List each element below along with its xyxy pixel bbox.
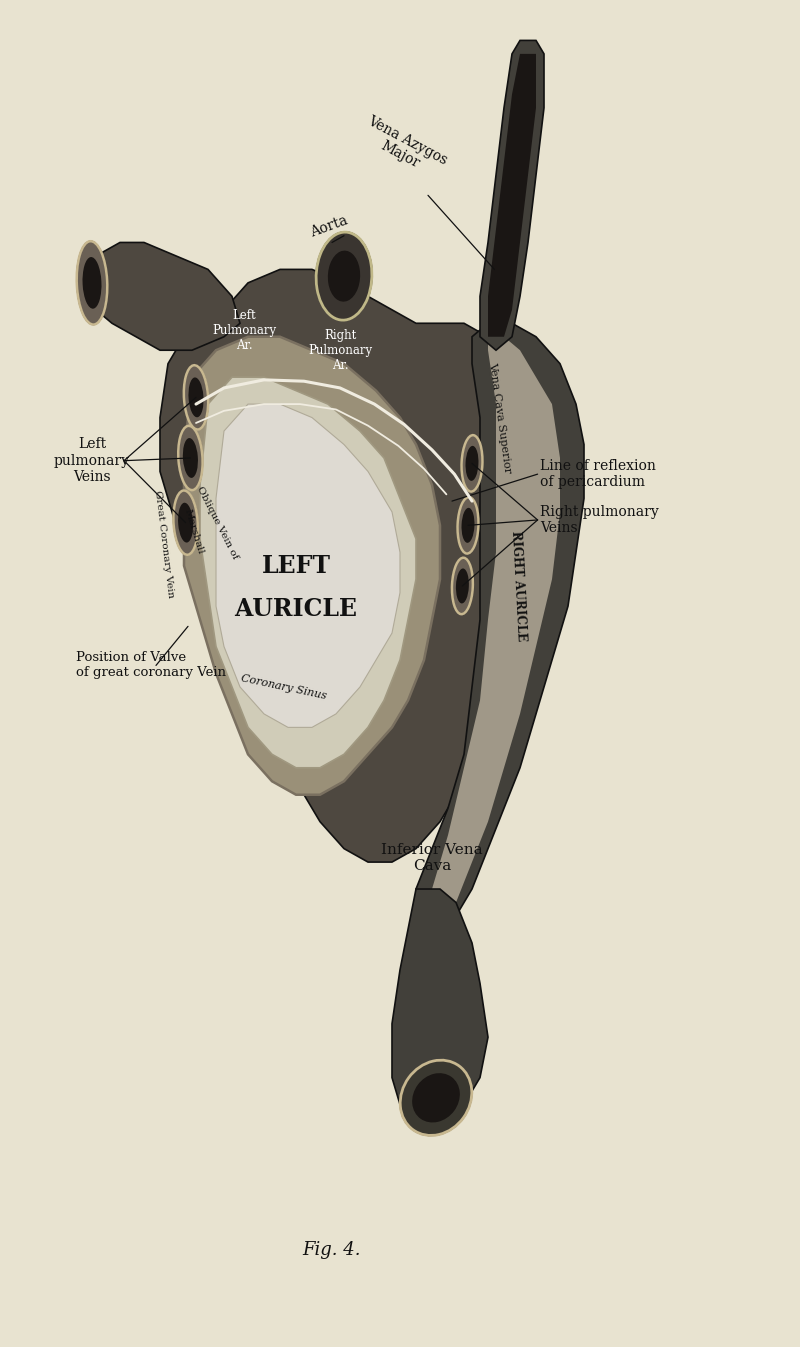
Ellipse shape [178, 502, 193, 543]
Text: Left
Pulmonary
Ar.: Left Pulmonary Ar. [212, 308, 276, 352]
Ellipse shape [183, 438, 198, 478]
Polygon shape [184, 337, 440, 795]
Text: Vena Azygos
Major: Vena Azygos Major [358, 113, 450, 182]
Polygon shape [432, 337, 560, 916]
Polygon shape [216, 404, 400, 727]
Polygon shape [160, 269, 520, 862]
Text: Coronary Sinus: Coronary Sinus [240, 674, 328, 700]
Ellipse shape [400, 1060, 472, 1136]
Polygon shape [392, 889, 488, 1118]
Ellipse shape [82, 257, 102, 308]
Text: Right
Pulmonary
Ar.: Right Pulmonary Ar. [308, 329, 372, 372]
Ellipse shape [452, 558, 473, 614]
Polygon shape [488, 54, 536, 337]
Ellipse shape [174, 490, 198, 555]
Ellipse shape [77, 241, 107, 325]
Ellipse shape [178, 426, 202, 490]
Ellipse shape [328, 251, 360, 302]
Ellipse shape [456, 568, 469, 603]
Text: Position of Valve
of great coronary Vein: Position of Valve of great coronary Vein [76, 652, 226, 679]
Text: Left
pulmonary
Veins: Left pulmonary Veins [54, 438, 130, 484]
Polygon shape [480, 40, 544, 350]
Text: Vena Cava Superior: Vena Cava Superior [487, 361, 513, 474]
Text: Marshall: Marshall [182, 508, 205, 556]
Ellipse shape [184, 365, 208, 430]
Ellipse shape [412, 1074, 460, 1122]
Text: Oblique Vein of: Oblique Vein of [195, 485, 240, 560]
Ellipse shape [458, 497, 478, 554]
Text: Right pulmonary
Veins: Right pulmonary Veins [540, 505, 658, 535]
Polygon shape [416, 323, 584, 929]
Text: LEFT: LEFT [262, 554, 330, 578]
Ellipse shape [189, 377, 203, 418]
Polygon shape [88, 242, 240, 350]
Ellipse shape [462, 508, 474, 543]
Polygon shape [200, 377, 416, 768]
Text: Inferior Vena
Cava: Inferior Vena Cava [381, 843, 483, 873]
Text: RIGHT AURICLE: RIGHT AURICLE [509, 531, 528, 641]
Ellipse shape [462, 435, 482, 492]
Ellipse shape [466, 446, 478, 481]
Text: Great Coronary Vein: Great Coronary Vein [153, 490, 175, 598]
Text: Aorta: Aorta [308, 213, 350, 240]
Ellipse shape [316, 232, 372, 321]
Text: Fig. 4.: Fig. 4. [302, 1241, 362, 1259]
Text: AURICLE: AURICLE [234, 597, 358, 621]
Text: Line of reflexion
of pericardium: Line of reflexion of pericardium [540, 459, 656, 489]
